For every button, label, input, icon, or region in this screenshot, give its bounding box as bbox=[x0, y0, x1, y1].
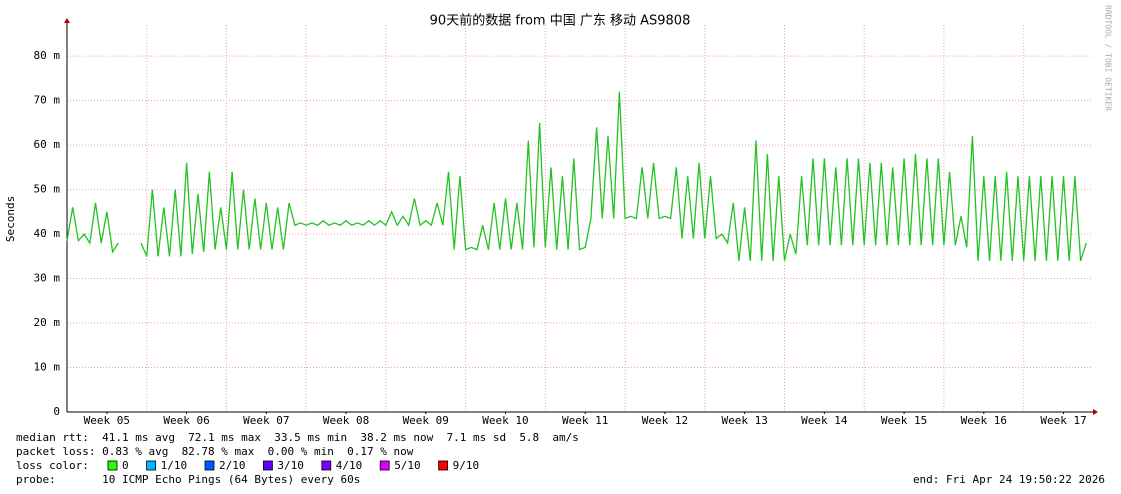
y-tick-label: 70 m bbox=[34, 94, 61, 107]
loss-color-swatch bbox=[107, 460, 118, 471]
x-tick-label: Week 09 bbox=[403, 414, 449, 427]
y-tick-label: 50 m bbox=[34, 183, 61, 196]
loss-color-label: loss color: bbox=[16, 459, 89, 472]
loss-color-swatch bbox=[146, 460, 157, 471]
loss-color-label: 1/10 bbox=[161, 459, 188, 472]
x-tick-label: Week 12 bbox=[642, 414, 688, 427]
x-tick-label: Week 15 bbox=[881, 414, 927, 427]
loss-color-swatch bbox=[438, 460, 449, 471]
x-tick-label: Week 17 bbox=[1040, 414, 1086, 427]
y-axis-label: Seconds bbox=[4, 196, 17, 242]
y-tick-label: 10 m bbox=[34, 361, 61, 374]
loss-color-label: 5/10 bbox=[394, 459, 421, 472]
loss-color-label: 4/10 bbox=[336, 459, 363, 472]
loss-color-label: 3/10 bbox=[277, 459, 304, 472]
end-time: end: Fri Apr 24 19:50:22 2026 bbox=[913, 473, 1105, 486]
loss-color-label: 0 bbox=[122, 459, 129, 472]
x-tick-label: Week 11 bbox=[562, 414, 608, 427]
loss-color-label: 2/10 bbox=[219, 459, 246, 472]
y-tick-label: 60 m bbox=[34, 138, 61, 151]
x-arrow bbox=[1093, 409, 1098, 415]
loss-color-label: 9/10 bbox=[453, 459, 480, 472]
x-tick-label: Week 13 bbox=[721, 414, 767, 427]
loss-color-swatch bbox=[204, 460, 215, 471]
loss-color-swatch bbox=[262, 460, 273, 471]
y-tick-label: 40 m bbox=[34, 227, 61, 240]
chart-title: 90天前的数据 from 中国 广东 移动 AS9808 bbox=[430, 13, 691, 29]
loss-color-swatch bbox=[321, 460, 332, 471]
x-tick-label: Week 06 bbox=[163, 414, 209, 427]
stats-loss: packet loss: 0.83 % avg 82.78 % max 0.00… bbox=[16, 445, 414, 458]
x-tick-label: Week 07 bbox=[243, 414, 289, 427]
y-tick-label: 30 m bbox=[34, 272, 61, 285]
x-tick-label: Week 10 bbox=[482, 414, 528, 427]
x-tick-label: Week 08 bbox=[323, 414, 369, 427]
probe: probe: 10 ICMP Echo Pings (64 Bytes) eve… bbox=[16, 473, 360, 486]
stats-rtt: median rtt: 41.1 ms avg 72.1 ms max 33.5… bbox=[16, 431, 579, 444]
y-arrow bbox=[64, 18, 70, 23]
watermark: RRDTOOL / TOBI OETIKER bbox=[1104, 5, 1113, 111]
x-tick-label: Week 05 bbox=[84, 414, 130, 427]
y-tick-label: 20 m bbox=[34, 316, 61, 329]
y-tick-label: 0 bbox=[53, 405, 60, 418]
y-tick-label: 80 m bbox=[34, 49, 61, 62]
x-tick-label: Week 14 bbox=[801, 414, 848, 427]
loss-color-swatch bbox=[379, 460, 390, 471]
rtt-line bbox=[66, 91, 1087, 261]
x-tick-label: Week 16 bbox=[961, 414, 1007, 427]
